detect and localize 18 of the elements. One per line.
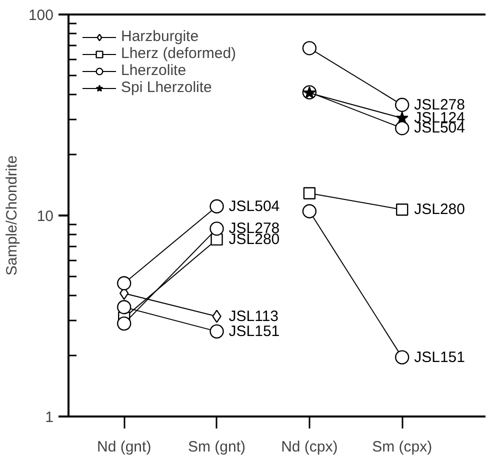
annotation: JSL113 [228, 308, 279, 325]
annotation: JSL151 [414, 348, 465, 366]
legend-label: Lherz (deformed) [121, 45, 236, 62]
y-tick-label: 1 [45, 409, 54, 426]
x-tick-label: Nd (gnt) [97, 438, 152, 456]
annotation: JSL151 [228, 322, 280, 340]
legend-label: Harzburgite [121, 28, 199, 45]
annotation: JSL280 [414, 201, 465, 218]
y-tick-label: 100 [28, 7, 54, 24]
x-tick-label: Nd (cpx) [281, 438, 338, 456]
legend-label: Spi Lherzolite [121, 79, 212, 96]
x-tick-label: Sm (gnt) [188, 438, 246, 456]
legend-label: Lherzolite [121, 62, 186, 79]
y-tick-label: 10 [36, 208, 54, 225]
annotation: JSL504 [228, 198, 280, 215]
annotation: JSL278 [414, 96, 465, 114]
x-tick-label: Sm (cpx) [372, 438, 432, 456]
y-axis-title: Sample/Chondrite [3, 155, 20, 276]
